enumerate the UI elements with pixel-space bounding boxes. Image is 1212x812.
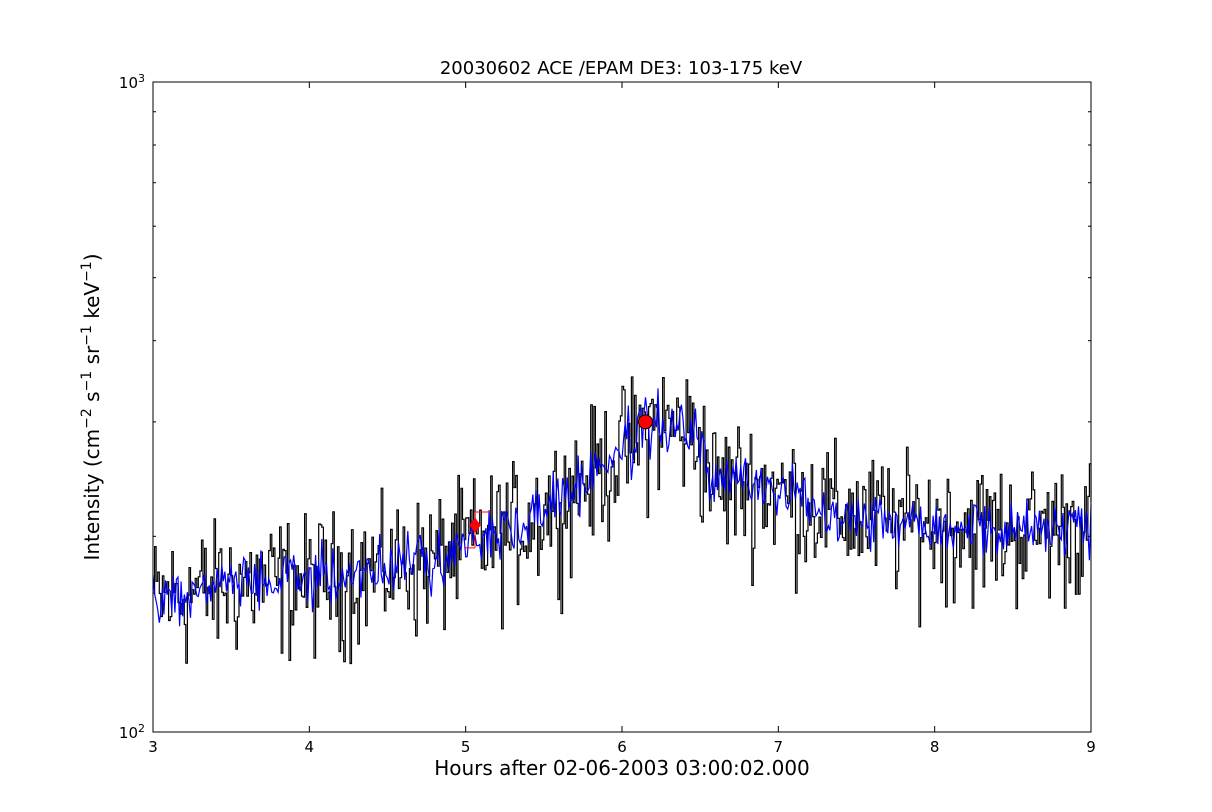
x-tick-label-8: 8 [930, 738, 940, 756]
onset-marker [469, 517, 481, 534]
x-tick-label-6: 6 [617, 738, 627, 756]
y-tick-label-100: 102 [119, 722, 145, 743]
x-tick-label-9: 9 [1086, 738, 1096, 756]
chart-title: 20030602 ACE /EPAM DE3: 103-175 keV [440, 58, 803, 79]
x-tick-label-7: 7 [774, 738, 784, 756]
series-line-1 [152, 388, 1092, 627]
peak-marker [637, 414, 653, 430]
axis-ticks: 3 4 5 6 7 8 9 103 102 [119, 72, 1096, 757]
series-line-0 [153, 376, 1092, 665]
x-tick-label-5: 5 [461, 738, 471, 756]
x-axis-label: Hours after 02-06-2003 03:00:02.000 [434, 756, 810, 780]
y-axis-label: Intensity (cm−2 s−1 sr−1 keV−1) [79, 253, 104, 560]
plot-area [152, 376, 1092, 665]
y-tick-label-1000: 103 [119, 72, 145, 93]
x-tick-label-3: 3 [148, 738, 158, 756]
x-tick-label-4: 4 [305, 738, 315, 756]
